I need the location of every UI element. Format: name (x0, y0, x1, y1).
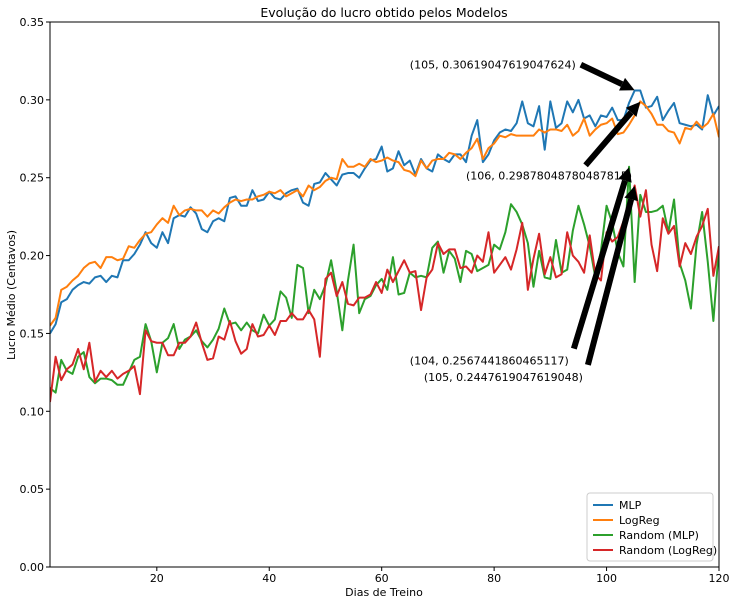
annotations: (105, 0.30619047619047624) (106, 0.298780… (410, 59, 641, 384)
annotation-label: (105, 0.2447619047619048) (424, 371, 583, 384)
annotation-arrow-shaft (584, 198, 635, 366)
series-line-logreg (50, 100, 719, 327)
x-tick-label: 60 (375, 572, 389, 585)
annotation-label: (105, 0.30619047619047624) (410, 59, 576, 72)
y-tick-label: 0.30 (20, 94, 45, 107)
x-axis-label: Dias de Treino (345, 586, 423, 599)
y-tick-label: 0.20 (20, 250, 45, 263)
y-tick-label: 0.35 (20, 16, 45, 29)
annotation-arrow-head (618, 167, 632, 183)
annotation-label: (106, 0.29878048780487815) (466, 169, 632, 182)
plot-frame (49, 21, 720, 568)
annotation-arrow-head (619, 77, 635, 91)
y-tick-label: 0.00 (20, 561, 45, 574)
legend-label: Random (MLP) (619, 529, 699, 542)
annotation-arrow-head (624, 185, 638, 202)
legend: MLP LogReg Random (MLP) Random (LogReg) (586, 492, 717, 562)
legend-label: Random (LogReg) (619, 544, 717, 557)
y-tick-label: 0.25 (20, 172, 45, 185)
y-axis-label: Lucro Médio (Centavos) (5, 230, 18, 360)
x-tick-label: 40 (262, 572, 276, 585)
legend-box (586, 492, 714, 562)
annotation-arrow-head (625, 101, 641, 117)
x-axis: 20 40 60 80 100 120 (150, 567, 730, 585)
x-tick-label: 80 (487, 572, 501, 585)
x-tick-label: 120 (709, 572, 730, 585)
legend-label: MLP (619, 499, 642, 512)
annotation-arrow-shaft (579, 62, 624, 87)
y-tick-label: 0.15 (20, 327, 45, 340)
y-tick-label: 0.05 (20, 483, 45, 496)
x-tick-label: 20 (150, 572, 164, 585)
series-line-random-logreg (50, 184, 719, 403)
annotation-arrow-shaft (570, 179, 628, 350)
x-tick-label: 100 (596, 572, 617, 585)
annotation-arrow-shaft (583, 110, 634, 168)
chart-title: Evolução do lucro obtido pelos Modelos (260, 5, 507, 20)
y-axis: 0.00 0.05 0.10 0.15 0.20 0.25 0.30 0.35 (20, 16, 50, 574)
legend-label: LogReg (619, 514, 660, 527)
y-tick-label: 0.10 (20, 405, 45, 418)
annotation-label: (104, 0.2567441860465117) (410, 355, 569, 368)
